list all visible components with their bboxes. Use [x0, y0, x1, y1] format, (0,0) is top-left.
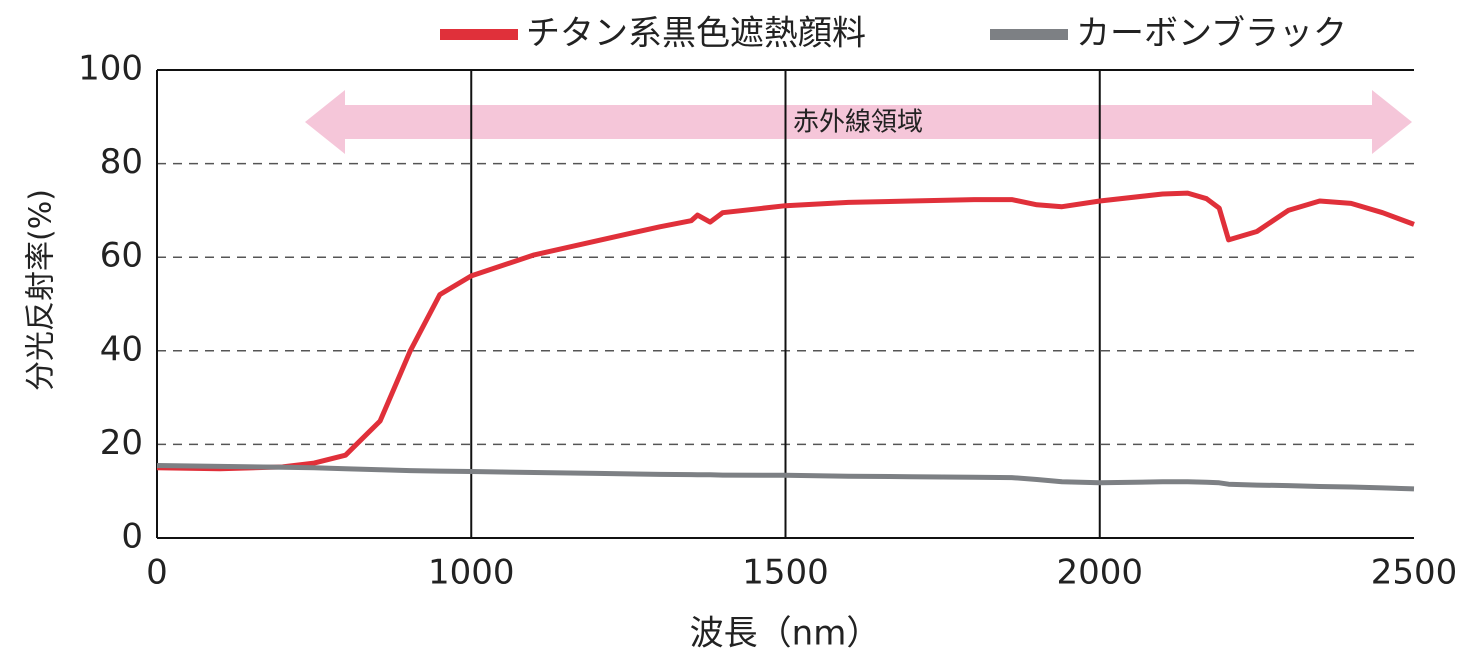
y-axis-title: 分光反射率(%)	[24, 189, 59, 391]
legend-swatch	[990, 29, 1068, 40]
x-tick-label: 2500	[1371, 553, 1458, 593]
infrared-arrow	[305, 90, 1412, 154]
data-line	[156, 190, 1415, 472]
data-line	[156, 463, 1415, 492]
y-tick-label: 0	[121, 517, 143, 557]
x-tick-label: 1500	[742, 553, 829, 593]
y-tick-label: 20	[100, 423, 143, 463]
x-tick-label: 0	[146, 553, 168, 593]
x-axis-title: 波長（nm）	[690, 614, 881, 654]
annotation: 赤外線領域	[793, 108, 923, 138]
legend-label: チタン系黒色遮熱顔料	[526, 14, 866, 54]
y-tick-label: 40	[100, 329, 143, 369]
legend-label: カーボンブラック	[1076, 14, 1347, 54]
y-tick-label: 100	[78, 49, 143, 89]
y-tick-label: 60	[100, 236, 143, 276]
legend-swatch	[440, 29, 518, 40]
x-tick-label: 2000	[1056, 553, 1143, 593]
x-tick-label: 1000	[428, 553, 515, 593]
y-tick-label: 80	[100, 142, 143, 182]
